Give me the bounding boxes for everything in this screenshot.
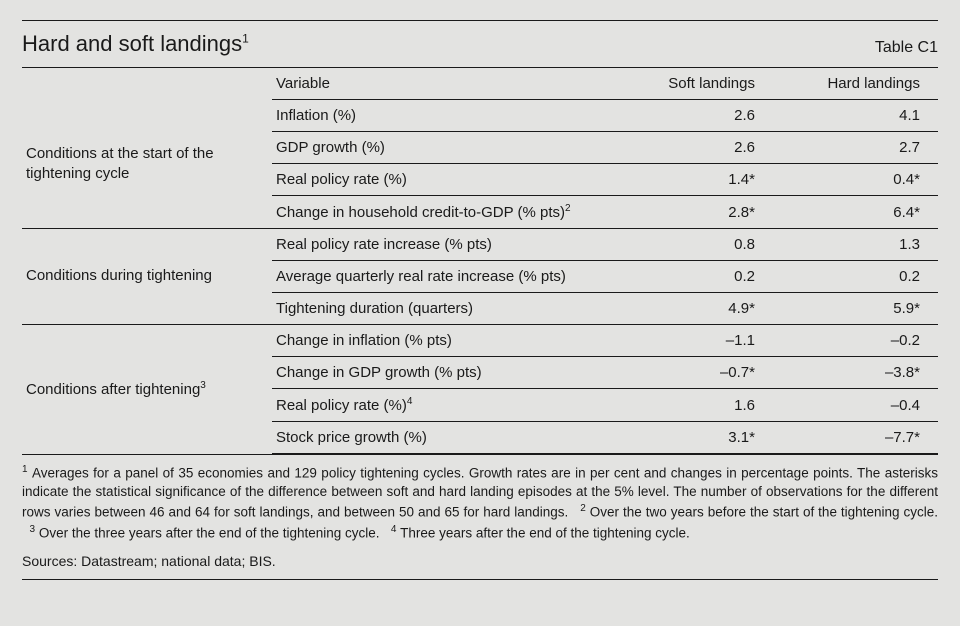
table-row: Conditions after tightening3 Change in i… bbox=[22, 325, 938, 357]
group-during: Conditions during tightening Real policy… bbox=[22, 229, 938, 325]
cell-variable: Real policy rate (%) bbox=[272, 164, 608, 196]
group-start: Conditions at the start of the tightenin… bbox=[22, 100, 938, 229]
cell-soft: –1.1 bbox=[608, 325, 773, 357]
cell-variable: Change in GDP growth (% pts) bbox=[272, 357, 608, 389]
group-after: Conditions after tightening3 Change in i… bbox=[22, 325, 938, 455]
table-row: Conditions at the start of the tightenin… bbox=[22, 100, 938, 132]
cell-hard: 6.4* bbox=[773, 196, 938, 229]
cell-hard: –3.8* bbox=[773, 357, 938, 389]
landings-table: Variable Soft landings Hard landings Con… bbox=[22, 68, 938, 455]
group-label-super: 3 bbox=[200, 380, 206, 391]
table-label: Table C1 bbox=[875, 39, 938, 57]
cell-soft: 1.4* bbox=[608, 164, 773, 196]
header-variable: Variable bbox=[272, 68, 608, 100]
var-super: 2 bbox=[565, 203, 571, 214]
cell-soft: 2.8* bbox=[608, 196, 773, 229]
group-label-text: Conditions at the start of the tightenin… bbox=[26, 145, 214, 182]
group-label: Conditions at the start of the tightenin… bbox=[22, 100, 272, 229]
cell-hard: 2.7 bbox=[773, 132, 938, 164]
header-hard: Hard landings bbox=[773, 68, 938, 100]
cell-hard: 4.1 bbox=[773, 100, 938, 132]
cell-hard: 1.3 bbox=[773, 229, 938, 261]
cell-variable: Stock price growth (%) bbox=[272, 422, 608, 455]
group-label-text: Conditions after tightening bbox=[26, 381, 200, 398]
cell-soft: 4.9* bbox=[608, 293, 773, 325]
fn-num: 1 bbox=[22, 464, 28, 475]
cell-soft: 2.6 bbox=[608, 100, 773, 132]
cell-soft: 1.6 bbox=[608, 389, 773, 422]
cell-variable: GDP growth (%) bbox=[272, 132, 608, 164]
table-row: Conditions during tightening Real policy… bbox=[22, 229, 938, 261]
cell-soft: 0.2 bbox=[608, 261, 773, 293]
title-row: Hard and soft landings1 Table C1 bbox=[22, 21, 938, 68]
header-blank bbox=[22, 68, 272, 100]
group-label: Conditions after tightening3 bbox=[22, 325, 272, 455]
cell-hard: –7.7* bbox=[773, 422, 938, 455]
cell-variable: Change in inflation (% pts) bbox=[272, 325, 608, 357]
cell-variable: Real policy rate (%)4 bbox=[272, 389, 608, 422]
sources: Sources: Datastream; national data; BIS. bbox=[22, 553, 938, 580]
cell-variable: Tightening duration (quarters) bbox=[272, 293, 608, 325]
fn-num: 2 bbox=[580, 503, 586, 514]
fn-text: Three years after the end of the tighten… bbox=[400, 525, 690, 540]
cell-hard: 0.4* bbox=[773, 164, 938, 196]
header-soft: Soft landings bbox=[608, 68, 773, 100]
cell-soft: 0.8 bbox=[608, 229, 773, 261]
cell-soft: 2.6 bbox=[608, 132, 773, 164]
group-label: Conditions during tightening bbox=[22, 229, 272, 325]
table-header-row: Variable Soft landings Hard landings bbox=[22, 68, 938, 100]
cell-variable: Real policy rate increase (% pts) bbox=[272, 229, 608, 261]
fn-text: Over the two years before the start of t… bbox=[590, 505, 938, 520]
table-title: Hard and soft landings1 bbox=[22, 31, 249, 57]
cell-hard: –0.2 bbox=[773, 325, 938, 357]
cell-hard: –0.4 bbox=[773, 389, 938, 422]
title-text: Hard and soft landings bbox=[22, 31, 242, 56]
cell-variable: Average quarterly real rate increase (% … bbox=[272, 261, 608, 293]
table-page: Hard and soft landings1 Table C1 Variabl… bbox=[0, 0, 960, 626]
fn-num: 4 bbox=[391, 524, 397, 535]
footnotes: 1 Averages for a panel of 35 economies a… bbox=[22, 463, 938, 543]
cell-hard: 0.2 bbox=[773, 261, 938, 293]
fn-text: Over the three years after the end of th… bbox=[39, 525, 380, 540]
group-label-text: Conditions during tightening bbox=[26, 267, 212, 284]
cell-soft: –0.7* bbox=[608, 357, 773, 389]
cell-variable: Change in household credit-to-GDP (% pts… bbox=[272, 196, 608, 229]
cell-variable: Inflation (%) bbox=[272, 100, 608, 132]
cell-hard: 5.9* bbox=[773, 293, 938, 325]
var-super: 4 bbox=[407, 396, 413, 407]
cell-soft: 3.1* bbox=[608, 422, 773, 455]
title-super: 1 bbox=[242, 32, 249, 46]
fn-num: 3 bbox=[30, 524, 36, 535]
